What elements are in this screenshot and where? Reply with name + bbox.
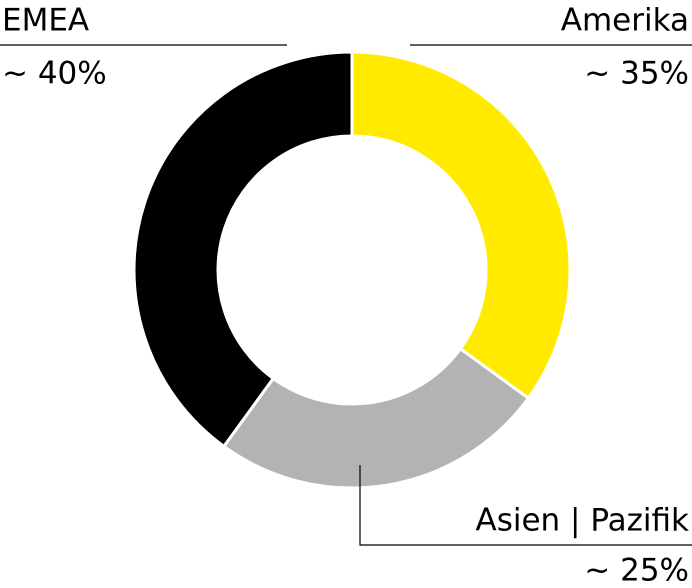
category-label: Amerika <box>561 3 689 39</box>
donut-segment <box>350 50 572 401</box>
leader-line <box>359 465 692 546</box>
value-label: ~ 40% <box>2 56 107 92</box>
donut-segment <box>221 346 531 490</box>
category-label: Asien | Pazifik <box>475 503 689 539</box>
category-label: EMEA <box>2 3 89 39</box>
donut-segment <box>132 50 354 449</box>
value-label: ~ 35% <box>584 56 689 92</box>
value-label: ~ 25% <box>584 553 689 588</box>
